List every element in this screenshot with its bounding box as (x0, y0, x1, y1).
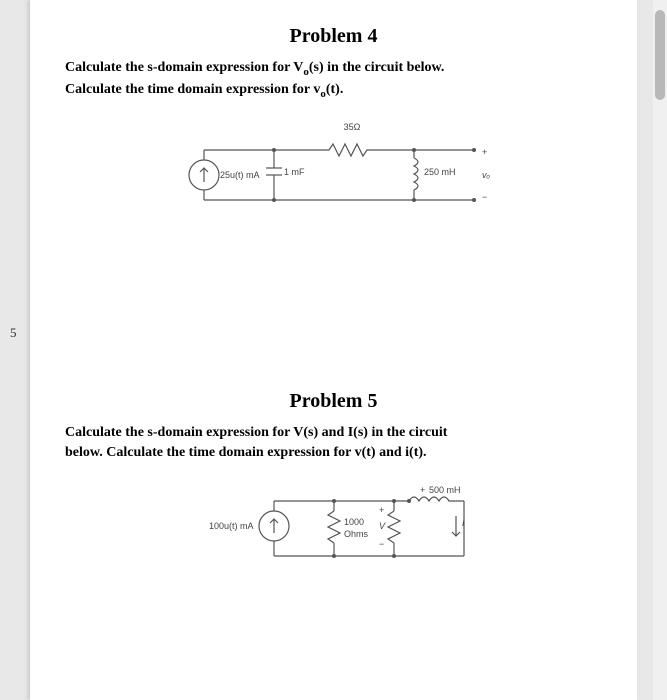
c2-v-plus: + (379, 505, 384, 515)
c2-v-label: V (379, 521, 386, 531)
c1-node6 (472, 198, 476, 202)
c1-src-label: 25u(t) mA (220, 170, 260, 180)
p4-line2b: (t). (326, 82, 344, 97)
c1-node5 (412, 198, 416, 202)
problem4-text: Calculate the s-domain expression for Vo… (65, 58, 602, 102)
c2-res2-zig (388, 511, 400, 543)
p5-line1: Calculate the s-domain expression for V(… (65, 425, 447, 440)
circuit1-diagram: 35Ω 25u(t) mA 1 mF 250 mH + vₒ − (164, 120, 504, 220)
c1-resistor-label: 35Ω (343, 122, 360, 132)
p4-line1a: Calculate the s-domain expression for V (65, 60, 303, 75)
c2-v-minus: − (379, 539, 384, 549)
scrollbar[interactable] (653, 0, 667, 700)
p4-line2a: Calculate the time domain expression for… (65, 82, 320, 97)
page-number: 5 (10, 325, 17, 341)
c1-src-arrow (200, 168, 208, 182)
c2-res-label1: 1000 (344, 517, 364, 527)
c2-res-label2: Ohms (344, 529, 369, 539)
c1-node4 (272, 198, 276, 202)
c2-src-label: 100u(t) mA (209, 521, 254, 531)
problem5-title: Problem 5 (65, 390, 602, 413)
c1-vout: vₒ (482, 170, 491, 180)
p4-line1b: (s) in the circuit below. (309, 60, 444, 75)
c2-node-r2t (392, 499, 396, 503)
c1-ind-label: 250 mH (424, 167, 456, 177)
c2-ind-plus: + (420, 485, 425, 495)
c1-vplus: + (482, 147, 487, 157)
problem4-title: Problem 4 (65, 25, 602, 48)
c2-node3 (332, 554, 336, 558)
scroll-thumb[interactable] (655, 10, 665, 100)
circuit2-diagram: 500 mH + I 100u(t) mA 1000 Ohms V + − (184, 481, 484, 571)
c1-vminus: − (482, 192, 487, 202)
c2-src-arrow (270, 519, 278, 533)
c2-i-arrow (452, 516, 460, 536)
problem5-text: Calculate the s-domain expression for V(… (65, 423, 602, 462)
p5-line2: below. Calculate the time domain express… (65, 445, 427, 460)
c2-res-zig (328, 511, 340, 543)
c1-top-wire (204, 144, 414, 156)
c1-cap-label: 1 mF (284, 167, 305, 177)
document-page: Problem 4 Calculate the s-domain express… (30, 0, 637, 700)
c2-ind-coil (409, 497, 464, 501)
c1-ind-coil (414, 158, 418, 190)
c2-ind-label: 500 mH (429, 485, 461, 495)
